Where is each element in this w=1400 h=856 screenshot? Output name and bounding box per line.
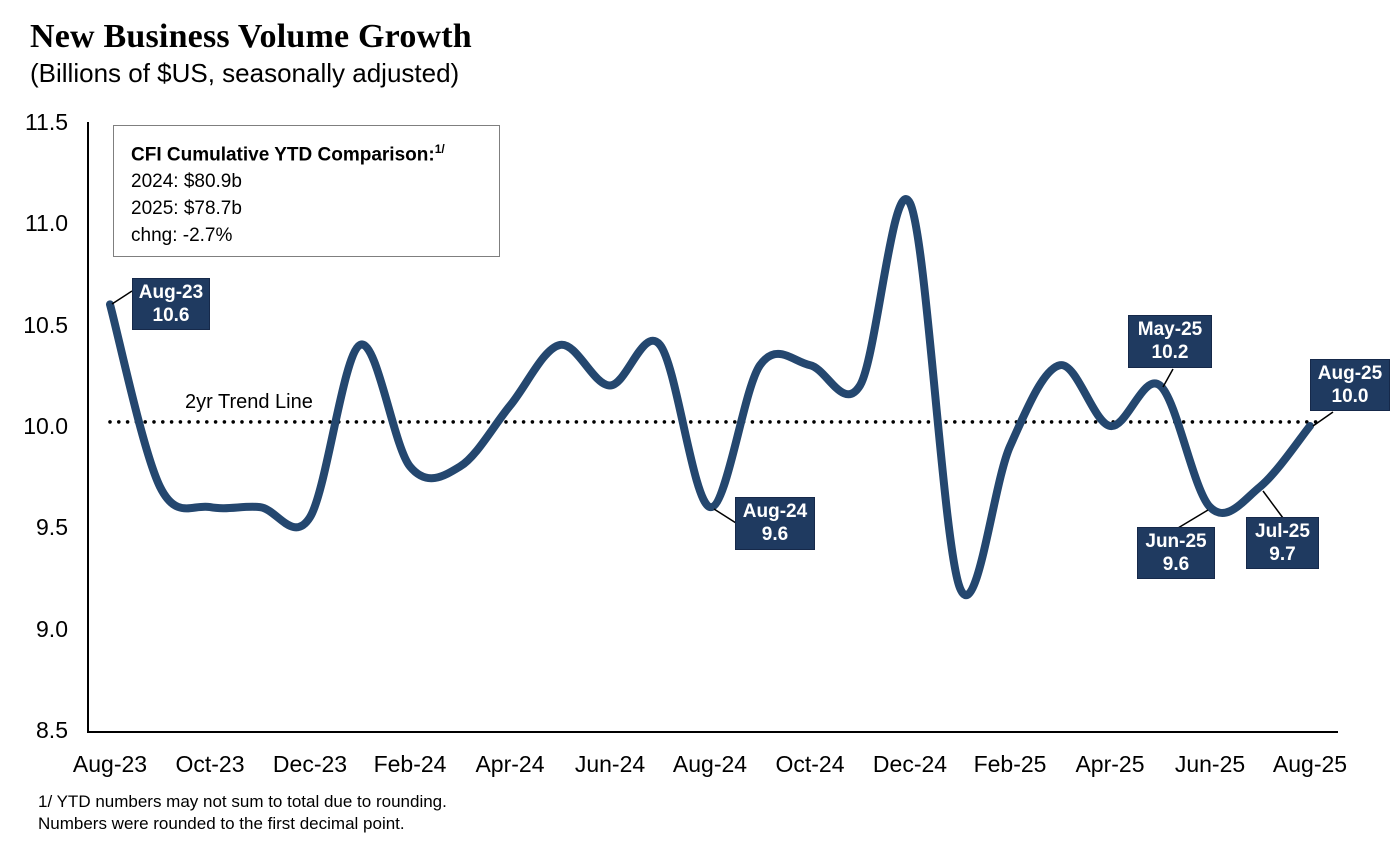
footnote-line-1: 1/ YTD numbers may not sum to total due … <box>38 792 447 811</box>
leader-jul-25 <box>1262 490 1284 519</box>
ytd-2025-value: 2025: $78.7b <box>131 198 242 220</box>
callout-jun-25: Jun-25 9.6 <box>1137 527 1215 579</box>
chart-title: New Business Volume Growth <box>30 18 472 55</box>
y-tick-9-5: 9.5 <box>36 514 68 540</box>
leader-aug-24 <box>713 508 737 524</box>
trend-line-label: 2yr Trend Line <box>185 391 313 413</box>
footnote-line-2: Numbers were rounded to the first decima… <box>38 814 405 833</box>
ytd-heading: CFI Cumulative YTD Comparison:1/ <box>131 142 445 166</box>
callout-month: Aug-24 <box>742 501 808 522</box>
leader-jun-25 <box>1177 509 1209 529</box>
volume-line-series <box>106 195 1314 600</box>
y-tick-10-0: 10.0 <box>23 413 68 439</box>
x-tick-dec-24: Dec-24 <box>872 751 948 777</box>
chart-subtitle: (Billions of $US, seasonally adjusted) <box>30 58 460 88</box>
ytd-2024-value: 2024: $80.9b <box>131 171 242 193</box>
y-tick-9-0: 9.0 <box>36 616 68 642</box>
callout-month: Aug-23 <box>138 282 204 303</box>
callout-leader-lines <box>111 290 1334 529</box>
callout-value: 9.7 <box>1269 544 1296 565</box>
callout-value: 10.2 <box>1151 342 1189 363</box>
axis-lines <box>87 122 1338 733</box>
callout-value: 9.6 <box>761 524 789 545</box>
callout-month: Jul-25 <box>1255 521 1310 542</box>
callout-may-25: May-25 10.2 <box>1128 315 1212 368</box>
leader-aug-25 <box>1312 411 1334 427</box>
callout-aug-24: Aug-24 9.6 <box>735 497 815 550</box>
callout-month: Aug-25 <box>1317 363 1383 384</box>
callout-jul-25: Jul-25 9.7 <box>1246 517 1319 569</box>
x-tick-dec-23: Dec-23 <box>272 751 348 777</box>
x-tick-oct-23: Oct-23 <box>175 751 245 777</box>
footnote: 1/ YTD numbers may not sum to total due … <box>38 791 447 835</box>
callout-value: 9.6 <box>1162 554 1190 575</box>
ytd-change-value: chng: -2.7% <box>131 225 233 247</box>
x-tick-aug-24: Aug-24 <box>672 751 748 777</box>
x-tick-aug-25: Aug-25 <box>1272 751 1348 777</box>
callout-aug-25: Aug-25 10.0 <box>1310 359 1390 411</box>
leader-may-25 <box>1162 368 1174 388</box>
ytd-comparison-box: CFI Cumulative YTD Comparison:1/ 2024: $… <box>113 125 500 257</box>
callout-value: 10.6 <box>152 305 190 326</box>
x-tick-jun-24: Jun-24 <box>574 751 646 777</box>
callout-aug-23: Aug-23 10.6 <box>132 278 210 330</box>
y-tick-10-5: 10.5 <box>23 312 68 338</box>
leader-aug-23 <box>111 290 133 305</box>
x-tick-aug-23: Aug-23 <box>72 751 148 777</box>
x-tick-jun-25: Jun-25 <box>1174 751 1246 777</box>
x-tick-apr-24: Apr-24 <box>475 751 545 777</box>
x-tick-apr-25: Apr-25 <box>1075 751 1145 777</box>
x-tick-oct-24: Oct-24 <box>775 751 845 777</box>
footnote-marker: 1/ <box>434 142 445 156</box>
y-tick-11-5: 11.5 <box>24 109 68 135</box>
y-tick-11-0: 11.0 <box>24 210 68 236</box>
y-tick-8-5: 8.5 <box>36 717 68 743</box>
x-tick-feb-25: Feb-25 <box>973 751 1047 777</box>
callout-month: May-25 <box>1137 319 1203 340</box>
callout-month: Jun-25 <box>1145 531 1207 552</box>
callout-value: 10.0 <box>1331 386 1369 407</box>
x-tick-feb-24: Feb-24 <box>373 751 447 777</box>
